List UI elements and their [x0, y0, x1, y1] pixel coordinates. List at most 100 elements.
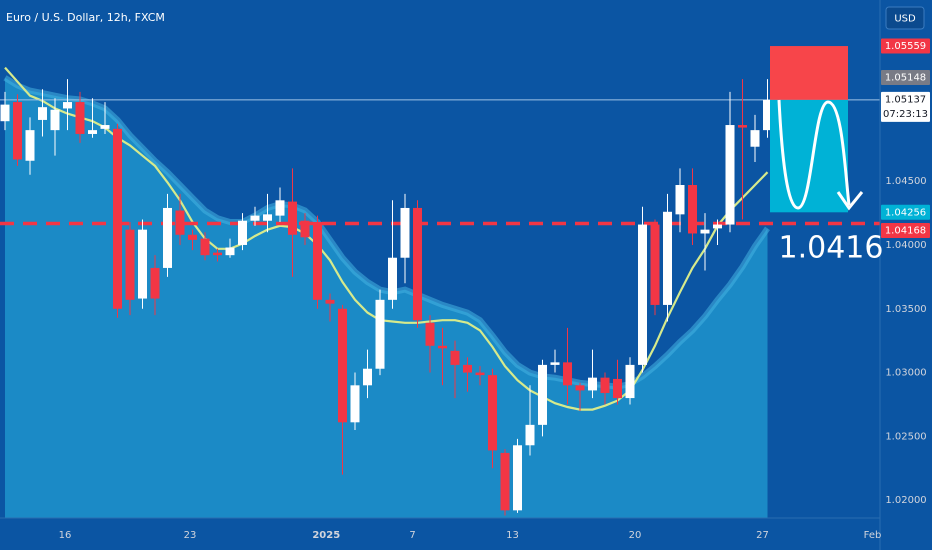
- candle-body: [713, 224, 722, 229]
- candle-body: [638, 224, 647, 365]
- candle-body: [125, 229, 135, 300]
- candle-body: [438, 345, 447, 349]
- candle-body: [425, 322, 435, 346]
- price-label-box: [881, 69, 930, 85]
- candle-body: [63, 102, 72, 109]
- candle-body: [0, 104, 10, 122]
- candle-body: [275, 200, 285, 216]
- price-label-box: [881, 38, 930, 54]
- candle-body: [325, 299, 335, 304]
- candle-body: [175, 210, 185, 235]
- stop-zone: [770, 46, 848, 100]
- candle-body: [100, 125, 110, 129]
- axis-layer: 1.04500 1.04000 1.03500 1.03000 1.02500 1.020…: [59, 38, 930, 541]
- candle-body: [450, 350, 460, 365]
- y-tick-label: 1.03500: [885, 304, 926, 315]
- candle-body: [300, 220, 310, 238]
- candle-body: [475, 372, 485, 376]
- currency-button[interactable]: [885, 6, 925, 30]
- candle-body: [113, 128, 122, 309]
- price-label: 1.05148: [885, 72, 926, 83]
- candle-body: [350, 385, 360, 423]
- candle-body: [375, 299, 385, 369]
- x-tick-label: 16: [59, 530, 72, 541]
- candle-body: [725, 125, 735, 225]
- candle-body: [13, 102, 22, 160]
- level-layer: [0, 99, 880, 226]
- candle-body: [225, 247, 235, 256]
- candle-body: [213, 252, 222, 256]
- price-label: 1.04168: [885, 226, 926, 237]
- price-label: 1.05559: [885, 41, 926, 52]
- projection-curve: [777, 99, 851, 210]
- candle-body: [525, 424, 535, 446]
- overlay-layer: [3, 66, 770, 519]
- candle-body: [88, 130, 97, 134]
- ma-area-edge: [3, 75, 770, 390]
- candle-body: [688, 185, 697, 234]
- y-tick-label: 1.02500: [885, 431, 926, 442]
- candle-body: [150, 267, 160, 299]
- candle-body: [575, 385, 585, 391]
- ma-line: [4, 66, 769, 411]
- candle-body: [200, 238, 210, 256]
- candle-body: [738, 125, 747, 128]
- candle-body: [163, 207, 172, 268]
- price-label: 1.05137: [885, 94, 926, 105]
- candle-body: [700, 229, 710, 234]
- candle-body: [413, 207, 422, 321]
- candle-body: [38, 107, 47, 120]
- candle-body: [500, 452, 510, 511]
- candle-body: [75, 102, 85, 134]
- y-tick-label: 1.02000: [885, 495, 926, 506]
- price-label-box: [881, 91, 930, 122]
- y-tick-label: 1.04000: [885, 240, 926, 251]
- candle-body: [138, 229, 147, 299]
- price-label-box: [881, 223, 930, 239]
- candle-body: [288, 201, 297, 235]
- candle-body: [550, 362, 560, 365]
- candle-body: [675, 185, 685, 215]
- candle-body: [25, 130, 35, 161]
- y-tick-label: 1.04500: [885, 176, 926, 187]
- candle-body: [238, 220, 247, 245]
- candle-body: [250, 215, 260, 221]
- x-tick-label: 13: [506, 530, 519, 541]
- candle-body: [263, 214, 272, 221]
- candle-body: [313, 222, 322, 300]
- candle-body: [600, 377, 610, 393]
- candle-body: [588, 377, 597, 391]
- candle-body: [388, 257, 397, 300]
- drawing: [777, 99, 864, 211]
- chart-title: Euro / U.S. Dollar, 12h, FXCM: [6, 11, 165, 24]
- candle-body: [613, 378, 622, 399]
- candle-body: [338, 308, 347, 423]
- candle-body: [650, 224, 660, 305]
- candle-body: [50, 109, 60, 131]
- x-tick-label: 23: [184, 530, 197, 541]
- candle-body: [400, 207, 410, 258]
- candle-body: [488, 375, 497, 451]
- currency-label[interactable]: USD: [894, 14, 916, 25]
- candle-body: [538, 364, 547, 425]
- projection-arrow: [836, 191, 864, 211]
- candle-body: [625, 364, 635, 399]
- candle-body: [463, 364, 472, 373]
- candle-body: [363, 368, 372, 386]
- candle-body: [563, 362, 572, 386]
- candle-layer: [0, 79, 772, 516]
- price-label: 1.04256: [885, 207, 926, 218]
- countdown-label: 07:23:13: [883, 109, 928, 120]
- candle-body: [750, 130, 760, 147]
- x-tick-label: 2025: [312, 530, 340, 541]
- candle-body: [188, 234, 197, 240]
- x-tick-label: Feb: [864, 530, 882, 541]
- x-tick-label: 7: [409, 530, 415, 541]
- y-tick-label: 1.03000: [885, 368, 926, 379]
- price-label-box: [881, 204, 930, 220]
- candle-body: [763, 99, 772, 131]
- annotation: 1.0416: [779, 231, 884, 266]
- x-tick-label: 27: [756, 530, 769, 541]
